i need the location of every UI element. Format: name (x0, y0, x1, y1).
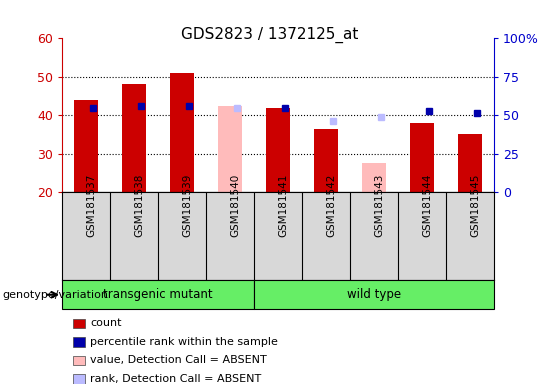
Text: transgenic mutant: transgenic mutant (103, 288, 213, 301)
FancyBboxPatch shape (62, 280, 254, 309)
Text: genotype/variation: genotype/variation (3, 290, 109, 300)
Text: rank, Detection Call = ABSENT: rank, Detection Call = ABSENT (90, 374, 261, 384)
Text: GSM181542: GSM181542 (326, 174, 336, 237)
Text: GSM181544: GSM181544 (422, 174, 432, 237)
Text: count: count (90, 318, 122, 328)
Bar (314, 129, 338, 192)
Text: wild type: wild type (347, 288, 401, 301)
Text: GDS2823 / 1372125_at: GDS2823 / 1372125_at (181, 27, 359, 43)
Bar (170, 73, 194, 192)
Text: value, Detection Call = ABSENT: value, Detection Call = ABSENT (90, 355, 267, 365)
Bar (122, 84, 146, 192)
Text: GSM181537: GSM181537 (86, 174, 96, 237)
Bar (458, 134, 482, 192)
Bar (362, 163, 386, 192)
Text: GSM181545: GSM181545 (470, 174, 480, 237)
Text: GSM181541: GSM181541 (278, 174, 288, 237)
Bar (266, 108, 290, 192)
Text: GSM181539: GSM181539 (182, 174, 192, 237)
Text: GSM181540: GSM181540 (230, 174, 240, 237)
Text: GSM181538: GSM181538 (134, 174, 144, 237)
Bar (218, 106, 242, 192)
Bar (410, 123, 434, 192)
Text: percentile rank within the sample: percentile rank within the sample (90, 337, 278, 347)
FancyBboxPatch shape (254, 280, 494, 309)
Text: GSM181543: GSM181543 (374, 174, 384, 237)
Bar (74, 100, 98, 192)
